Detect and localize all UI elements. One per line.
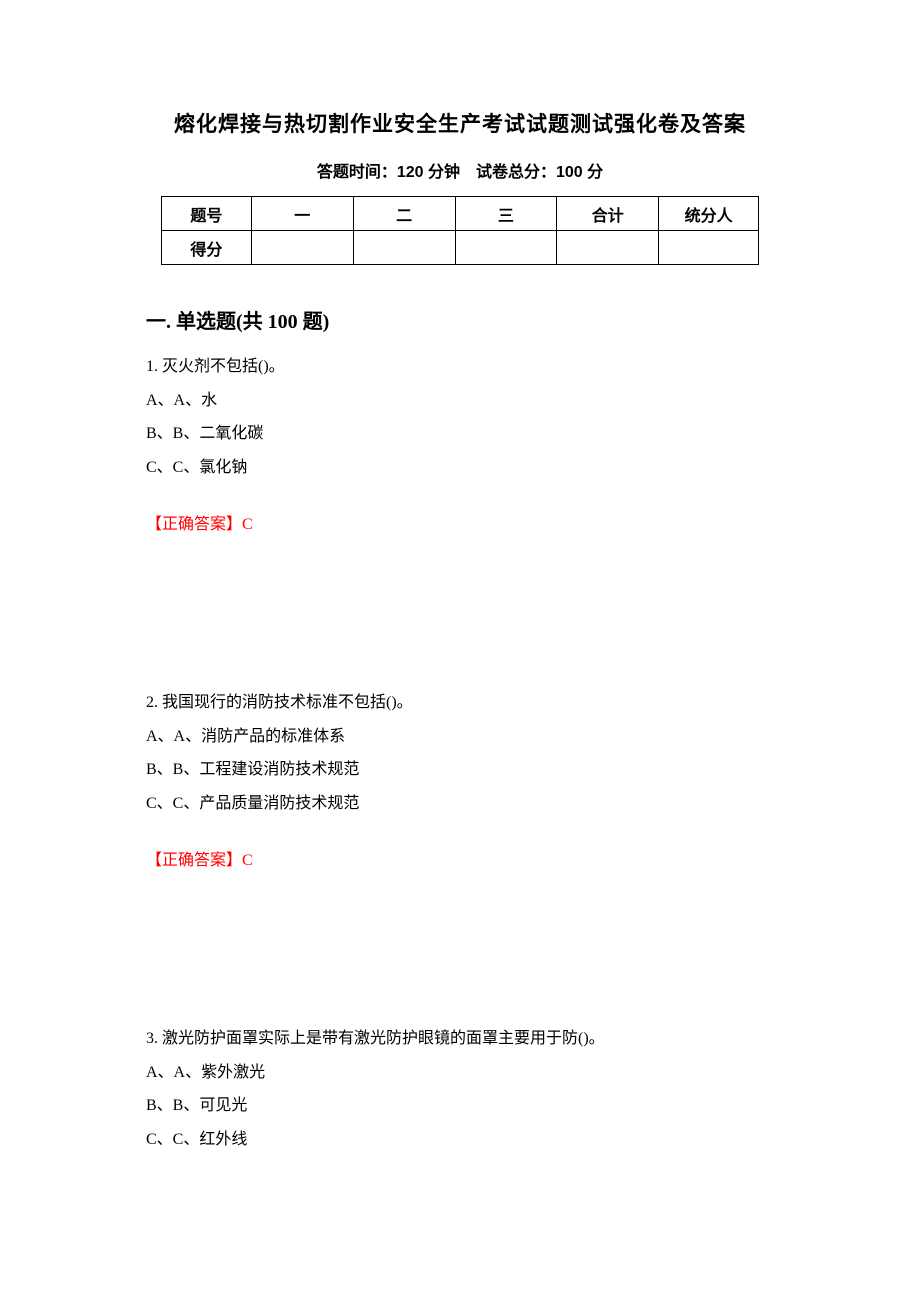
score-table-cell bbox=[557, 231, 659, 265]
score-table-data-row: 得分 bbox=[162, 231, 759, 265]
score-table-header-cell: 二 bbox=[353, 197, 455, 231]
score-table-header-cell: 合计 bbox=[557, 197, 659, 231]
score-table-header-cell: 三 bbox=[455, 197, 557, 231]
question-option: B、B、工程建设消防技术规范 bbox=[146, 753, 774, 787]
exam-subtitle: 答题时间：120 分钟 试卷总分：100 分 bbox=[146, 158, 774, 182]
score-table-header-cell: 一 bbox=[251, 197, 353, 231]
question-block: 2. 我国现行的消防技术标准不包括()。 A、A、消防产品的标准体系 B、B、工… bbox=[146, 686, 774, 878]
correct-answer: 【正确答案】C bbox=[146, 844, 774, 878]
correct-answer: 【正确答案】C bbox=[146, 508, 774, 542]
spacer bbox=[146, 566, 774, 686]
score-table-header-cell: 统分人 bbox=[659, 197, 759, 231]
score-table-cell bbox=[251, 231, 353, 265]
spacer bbox=[146, 902, 774, 1022]
question-stem: 1. 灭火剂不包括()。 bbox=[146, 350, 774, 384]
score-table: 题号 一 二 三 合计 统分人 得分 bbox=[161, 196, 759, 265]
question-option: B、B、二氧化碳 bbox=[146, 417, 774, 451]
score-table-header-cell: 题号 bbox=[162, 197, 252, 231]
score-table-cell bbox=[455, 231, 557, 265]
question-option: C、C、氯化钠 bbox=[146, 451, 774, 485]
score-table-row-label: 得分 bbox=[162, 231, 252, 265]
section-heading: 一. 单选题(共 100 题) bbox=[146, 305, 774, 334]
question-block: 3. 激光防护面罩实际上是带有激光防护眼镜的面罩主要用于防()。 A、A、紫外激… bbox=[146, 1022, 774, 1156]
exam-title: 熔化焊接与热切割作业安全生产考试试题测试强化卷及答案 bbox=[146, 108, 774, 138]
question-block: 1. 灭火剂不包括()。 A、A、水 B、B、二氧化碳 C、C、氯化钠 【正确答… bbox=[146, 350, 774, 542]
score-table-header-row: 题号 一 二 三 合计 统分人 bbox=[162, 197, 759, 231]
question-option: A、A、消防产品的标准体系 bbox=[146, 720, 774, 754]
question-option: A、A、水 bbox=[146, 384, 774, 418]
question-option: C、C、产品质量消防技术规范 bbox=[146, 787, 774, 821]
question-option: A、A、紫外激光 bbox=[146, 1056, 774, 1090]
question-option: C、C、红外线 bbox=[146, 1123, 774, 1157]
score-table-cell bbox=[353, 231, 455, 265]
question-stem: 2. 我国现行的消防技术标准不包括()。 bbox=[146, 686, 774, 720]
score-table-cell bbox=[659, 231, 759, 265]
question-stem: 3. 激光防护面罩实际上是带有激光防护眼镜的面罩主要用于防()。 bbox=[146, 1022, 774, 1056]
question-option: B、B、可见光 bbox=[146, 1089, 774, 1123]
